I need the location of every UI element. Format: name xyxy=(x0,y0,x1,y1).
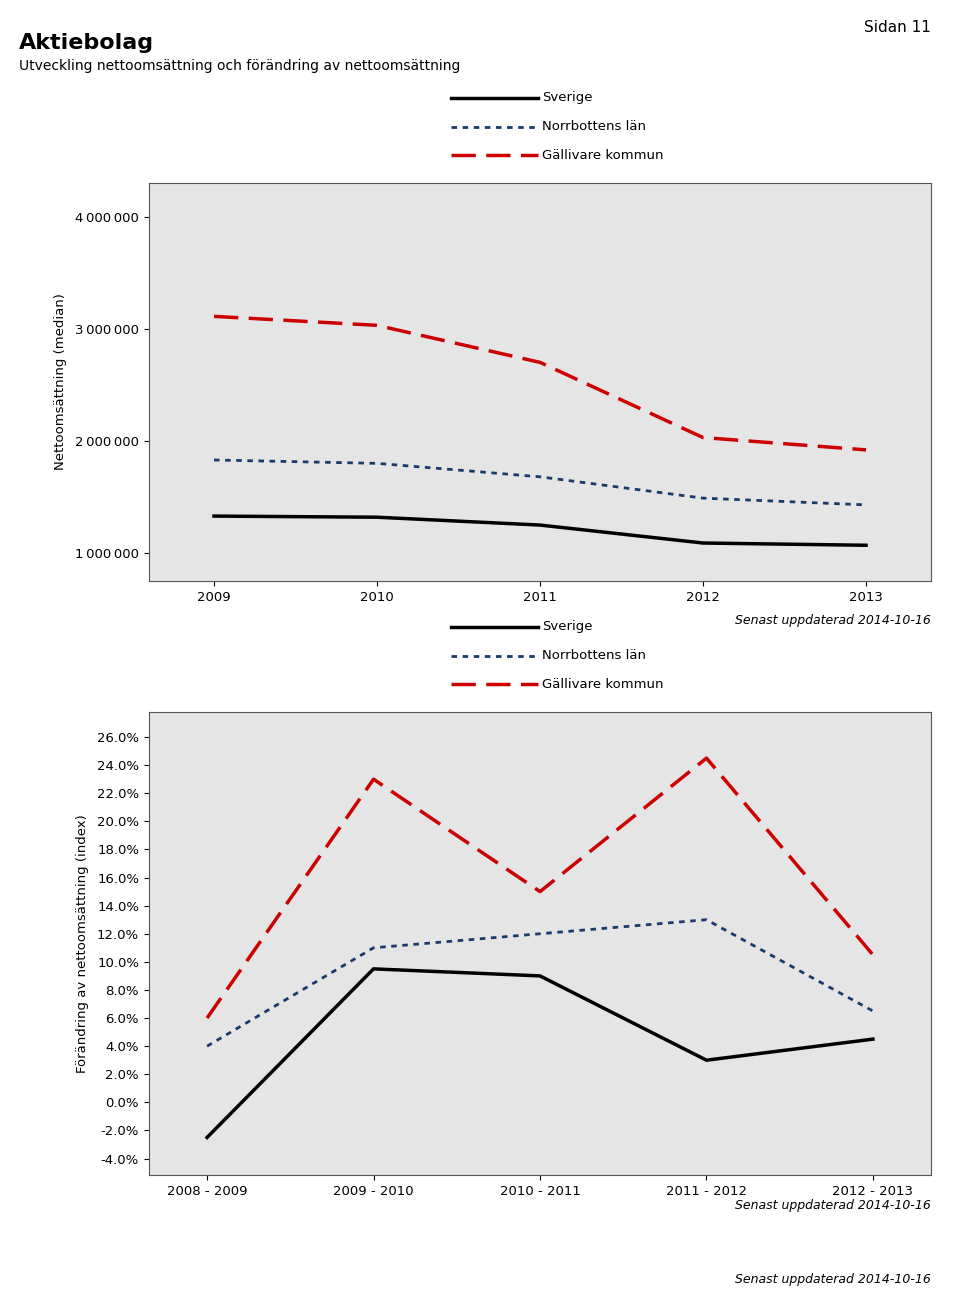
Text: Sidan 11: Sidan 11 xyxy=(864,20,931,34)
Y-axis label: Nettoomsättning (median): Nettoomsättning (median) xyxy=(54,294,67,470)
Text: Gällivare kommun: Gällivare kommun xyxy=(542,149,664,162)
Text: Norrbottens län: Norrbottens län xyxy=(542,120,646,133)
Text: Senast uppdaterad 2014-10-16: Senast uppdaterad 2014-10-16 xyxy=(735,614,931,627)
Text: Sverige: Sverige xyxy=(542,620,593,633)
Text: Senast uppdaterad 2014-10-16: Senast uppdaterad 2014-10-16 xyxy=(735,1273,931,1286)
Text: Norrbottens län: Norrbottens län xyxy=(542,649,646,662)
Y-axis label: Förändring av nettoomsättning (index): Förändring av nettoomsättning (index) xyxy=(76,814,88,1074)
Text: Senast uppdaterad 2014-10-16: Senast uppdaterad 2014-10-16 xyxy=(735,1199,931,1212)
Text: Utveckling nettoomsättning och förändring av nettoomsättning: Utveckling nettoomsättning och förändrin… xyxy=(19,59,461,73)
Text: Sverige: Sverige xyxy=(542,91,593,104)
Text: Gällivare kommun: Gällivare kommun xyxy=(542,678,664,691)
Text: Aktiebolag: Aktiebolag xyxy=(19,33,155,52)
